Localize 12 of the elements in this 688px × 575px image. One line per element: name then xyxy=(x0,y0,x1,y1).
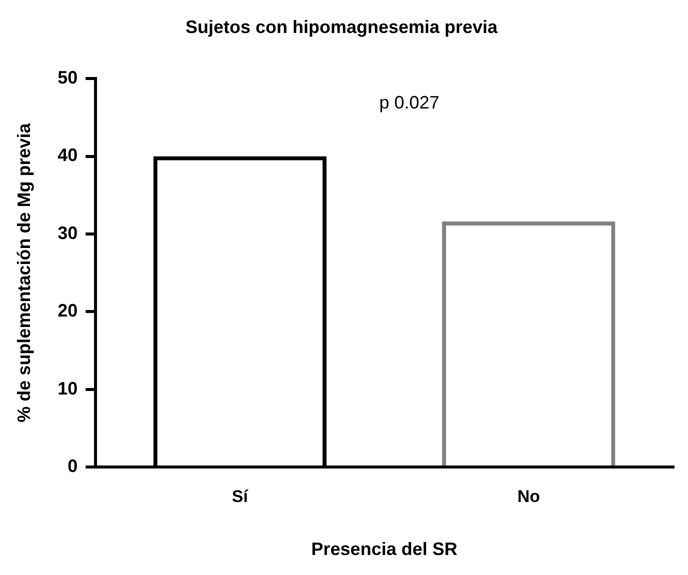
annotation: p 0.027 xyxy=(379,92,440,113)
x-tick-label: No xyxy=(517,486,540,506)
y-tick-label: 40 xyxy=(58,145,78,166)
y-tick-label: 50 xyxy=(58,68,78,88)
y-tick-label: 30 xyxy=(58,222,78,243)
y-axis-title: % de suplementación de Mg previa xyxy=(14,122,34,422)
x-axis-title: Presencia del SR xyxy=(311,539,458,560)
y-tick-label: 20 xyxy=(58,300,78,321)
y-tick-label: 10 xyxy=(58,378,78,398)
x-tick-label: Sí xyxy=(232,486,250,506)
chart-title: Sujetos con hipomagnesemia previa xyxy=(185,16,499,37)
y-tick-label: 0 xyxy=(68,456,78,476)
